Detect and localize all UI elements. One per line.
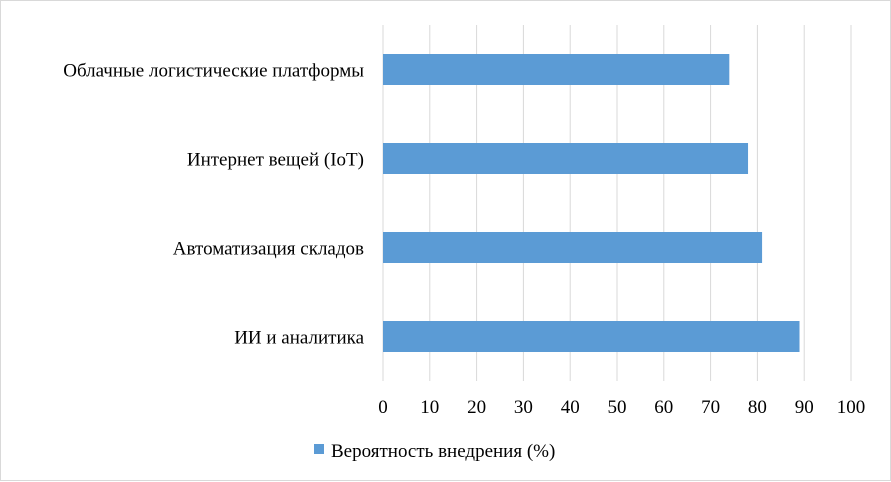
x-tick-label: 80 (748, 397, 767, 418)
x-tick-label: 20 (467, 397, 486, 418)
x-tick-label: 70 (701, 397, 720, 418)
bar (383, 54, 730, 85)
legend-swatch (314, 444, 324, 454)
x-tick-label: 60 (654, 397, 673, 418)
legend-label: Вероятность внедрения (%) (331, 441, 555, 462)
category-label: Интернет вещей (IoT) (187, 150, 364, 171)
category-label: Автоматизация складов (173, 239, 364, 260)
legend: Вероятность внедрения (%) (314, 441, 555, 462)
category-label: Облачные логистические платформы (63, 61, 364, 82)
x-tick-label: 100 (837, 397, 866, 418)
x-tick-labels: 0 10 20 30 40 50 60 70 80 90 100 (378, 397, 865, 418)
category-labels: ИИ и аналитика Автоматизация складов Интер… (63, 61, 364, 349)
x-tick-label: 10 (420, 397, 439, 418)
bar (383, 321, 800, 352)
x-tick-label: 50 (608, 397, 627, 418)
category-label: ИИ и аналитика (234, 328, 364, 349)
x-tick-label: 90 (795, 397, 814, 418)
x-tick-label: 40 (561, 397, 580, 418)
x-tick-label: 30 (514, 397, 533, 418)
bars (383, 54, 800, 352)
bar (383, 232, 763, 263)
bar (383, 143, 749, 174)
x-tick-label: 0 (378, 397, 388, 418)
